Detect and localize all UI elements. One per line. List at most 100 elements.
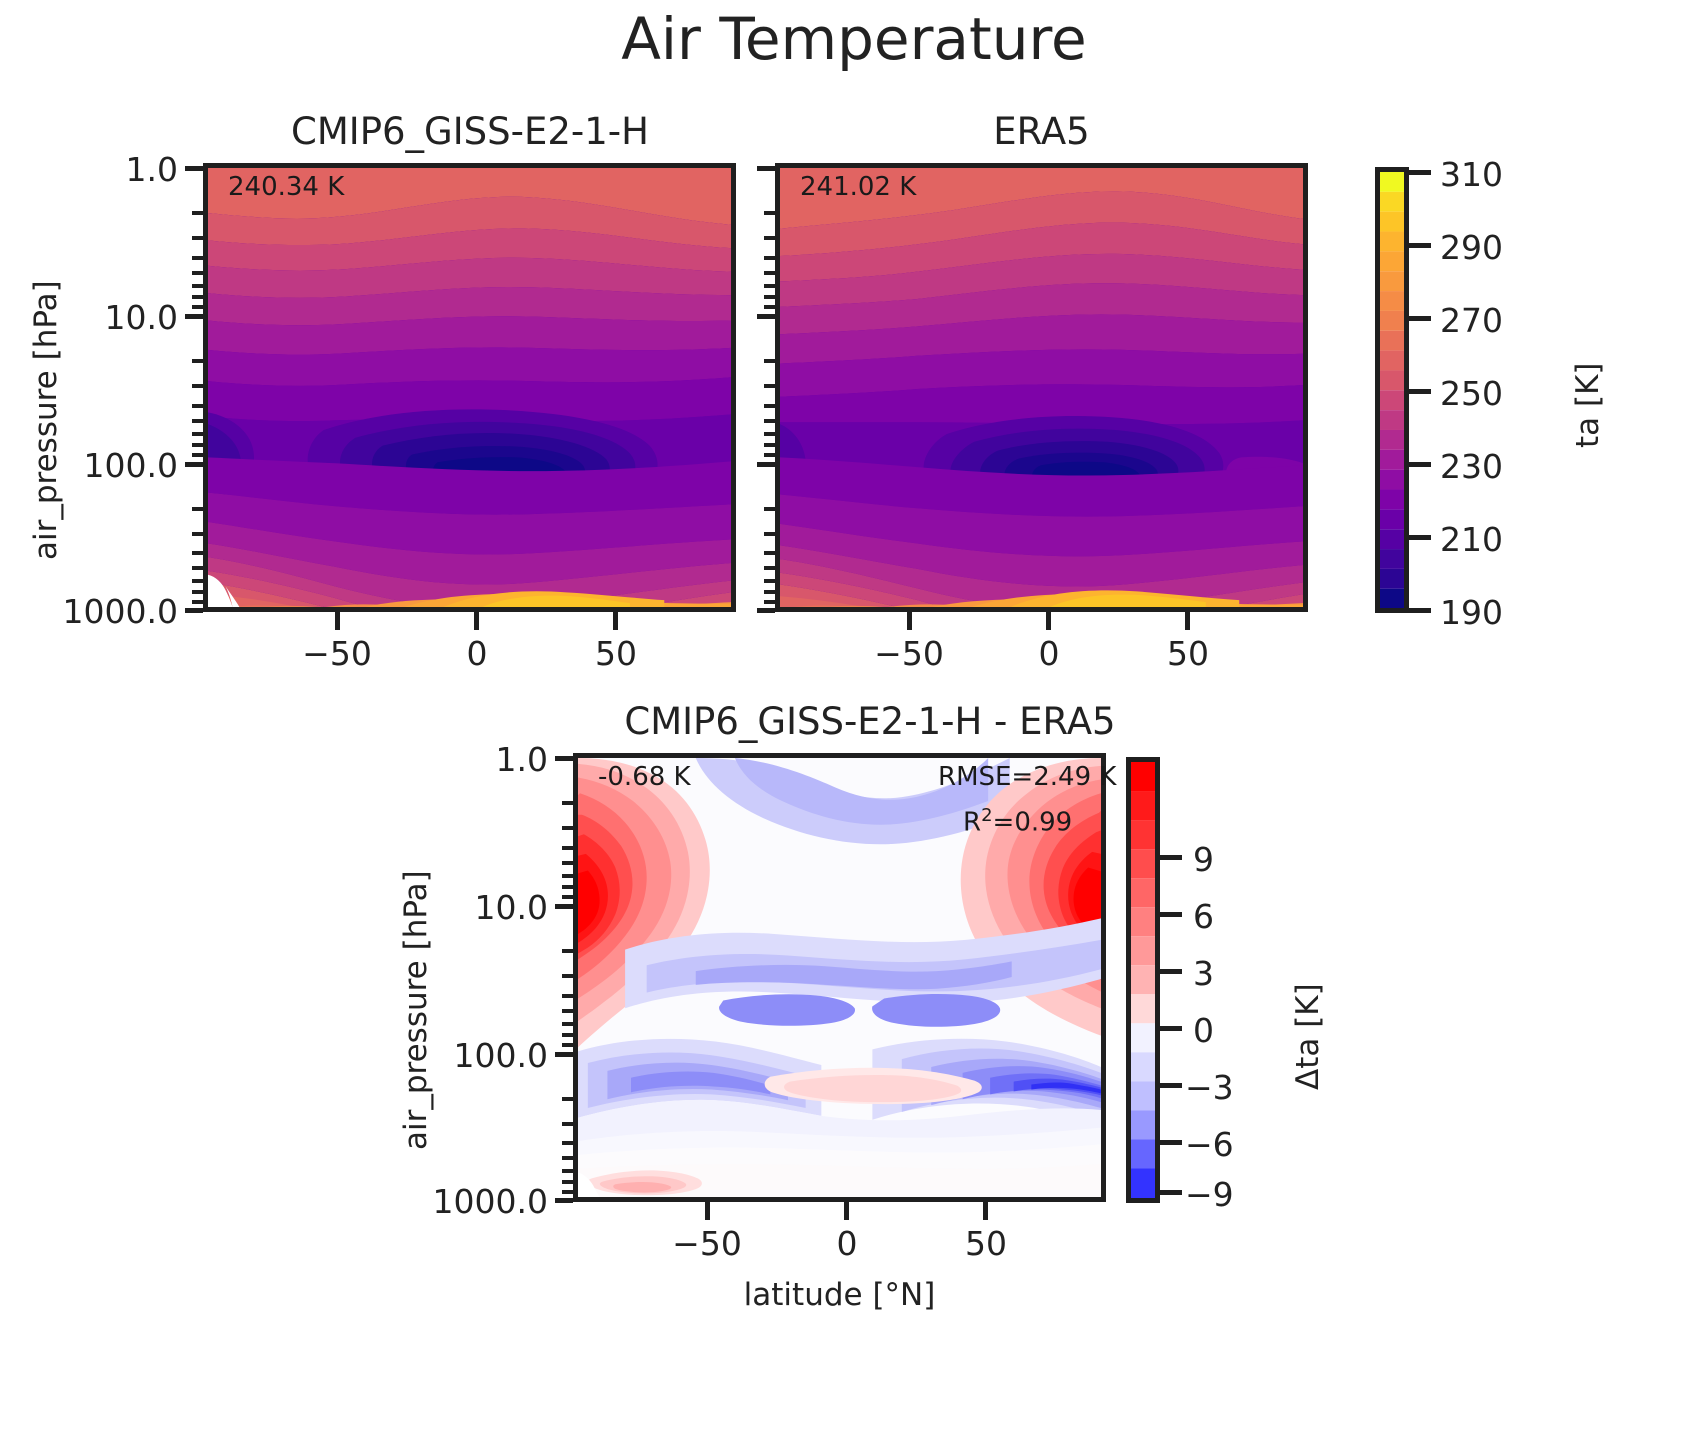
ytick-label-difference-3: 1000.0: [432, 1182, 548, 1221]
ytick-minor: [764, 211, 775, 215]
contour-reference: [780, 168, 1303, 607]
annotation-difference-mean: -0.68 K: [598, 762, 691, 792]
cbtick-main-310: [1409, 170, 1431, 175]
contour-difference: [578, 758, 1101, 1197]
ytick-major-diff-1000: [555, 1198, 573, 1203]
ytick-minor: [562, 1169, 573, 1173]
ytick-minor: [764, 404, 775, 408]
ylabel-difference: air_pressure [hPa]: [398, 870, 434, 1150]
ytick-minor: [764, 236, 775, 240]
ytick-minor: [562, 846, 573, 850]
cbtick-label-diff-3: 0: [1193, 1011, 1214, 1050]
xtick-label-model-1: 0: [466, 634, 488, 673]
cbtick-label-diff-2: 3: [1193, 954, 1214, 993]
ytick-major-model-10: [185, 314, 203, 319]
panel-title-difference: CMIP6_GISS-E2-1-H - ERA5: [624, 700, 1116, 743]
ytick-major-diff-100: [555, 1052, 573, 1057]
annotation-model-mean: 240.34 K: [228, 172, 345, 202]
cbtick-main-290: [1409, 243, 1431, 248]
ytick-minor: [192, 566, 203, 570]
plot-difference[interactable]: [573, 753, 1106, 1202]
ytick-minor: [562, 1180, 573, 1184]
ytick-minor: [764, 295, 775, 299]
panel-title-model: CMIP6_GISS-E2-1-H: [291, 110, 649, 153]
colorbar-difference-gradient: [1131, 762, 1155, 1198]
cbtick-label-main-3: 250: [1440, 374, 1503, 413]
ytick-minor: [562, 861, 573, 865]
ylabel-difference-text: air_pressure [hPa]: [398, 870, 434, 1150]
ylabel-model: air_pressure [hPa]: [28, 280, 64, 560]
cbtick-main-210: [1409, 535, 1431, 540]
cbtick-label-main-5: 210: [1440, 520, 1503, 559]
cbtick-label-diff-0: 9: [1193, 840, 1214, 879]
ytick-minor: [192, 579, 203, 583]
colorbar-main[interactable]: [1375, 167, 1409, 613]
ytick-minor: [764, 551, 775, 555]
ytick-minor: [562, 1122, 573, 1126]
cbtick-main-230: [1409, 462, 1431, 467]
cbtick-label-diff-6: −9: [1185, 1175, 1234, 1214]
cbtick-diff-6: [1160, 912, 1182, 917]
cbtick-label-main-6: 190: [1440, 593, 1503, 632]
ytick-minor: [192, 419, 203, 423]
ytick-major-model-1: [185, 166, 203, 171]
ytick-label-model-3: 1000.0: [62, 592, 178, 631]
plot-reference[interactable]: [775, 163, 1308, 612]
annotation-difference-r2: R2=0.99: [963, 805, 1072, 838]
colorbar-main-label-text: ta [K]: [1570, 362, 1606, 448]
ytick-minor: [192, 443, 203, 447]
contour-model: [208, 168, 731, 607]
ytick-minor: [192, 256, 203, 260]
ytick-minor: [562, 874, 573, 878]
ytick-minor: [192, 359, 203, 363]
xtick-diff-0: [844, 1202, 849, 1220]
ytick-label-model-2: 100.0: [83, 446, 178, 485]
ytick-minor: [562, 1009, 573, 1013]
ytick-minor: [192, 551, 203, 555]
xtick-model-m50: [335, 612, 340, 630]
xtick-label-difference-0: −50: [672, 1224, 742, 1263]
cbtick-label-main-0: 310: [1440, 155, 1503, 194]
ytick-major-ref-1000: [757, 608, 775, 613]
ytick-minor: [562, 1156, 573, 1160]
ytick-minor: [192, 384, 203, 388]
ytick-label-model-1: 10.0: [104, 298, 178, 337]
xtick-label-reference-1: 0: [1038, 634, 1060, 673]
xtick-label-difference-2: 50: [965, 1224, 1007, 1263]
xtick-ref-m50: [907, 612, 912, 630]
cbtick-diff-9: [1160, 855, 1182, 860]
ytick-minor: [562, 885, 573, 889]
cbtick-diff-m6: [1160, 1140, 1182, 1145]
ytick-minor: [764, 443, 775, 447]
ytick-major-model-1000: [185, 608, 203, 613]
cbtick-label-main-1: 290: [1440, 228, 1503, 267]
ytick-minor: [764, 590, 775, 594]
cbtick-label-main-4: 230: [1440, 447, 1503, 486]
xtick-label-difference-1: 0: [836, 1224, 858, 1263]
ytick-minor: [562, 994, 573, 998]
xtick-label-reference-2: 50: [1167, 634, 1209, 673]
ytick-minor: [192, 590, 203, 594]
ylabel-model-text: air_pressure [hPa]: [28, 280, 64, 560]
ytick-major-diff-10: [555, 904, 573, 909]
annotation-r2-prefix: R: [963, 807, 982, 838]
colorbar-difference[interactable]: [1126, 757, 1160, 1203]
ytick-major-diff-1: [555, 756, 573, 761]
ytick-major-ref-100: [757, 462, 775, 467]
xlabel-difference: latitude [°N]: [743, 1277, 936, 1313]
ytick-minor: [192, 507, 203, 511]
plot-model[interactable]: [203, 163, 736, 612]
xtick-ref-0: [1046, 612, 1051, 630]
colorbar-difference-label-text: Δta [K]: [1290, 983, 1326, 1090]
ytick-minor: [562, 801, 573, 805]
ytick-minor: [192, 404, 203, 408]
ytick-minor: [562, 1097, 573, 1101]
ytick-minor: [764, 284, 775, 288]
cbtick-main-190: [1409, 608, 1431, 613]
ytick-minor: [562, 1043, 573, 1047]
ytick-minor: [764, 507, 775, 511]
cbtick-diff-m3: [1160, 1083, 1182, 1088]
annotation-r2-superscript: 2: [981, 805, 993, 826]
ytick-minor: [192, 532, 203, 536]
ytick-minor: [192, 211, 203, 215]
